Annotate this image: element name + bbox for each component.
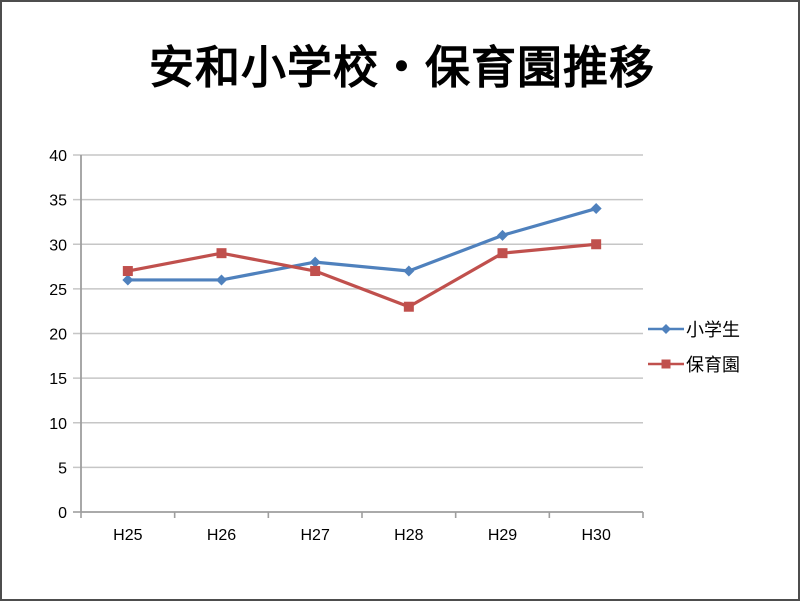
data-point-square-icon [310,266,321,277]
legend-item-elementary: 小学生 [648,316,740,342]
y-axis-label: 40 [49,148,67,165]
x-axis-label: H28 [394,527,423,544]
y-axis-label: 5 [58,460,67,477]
chart-legend: 小学生 保育園 [648,316,740,377]
x-axis-label: H29 [488,527,517,544]
x-axis-label: H25 [113,527,142,544]
data-point-square-icon [497,248,508,259]
x-axis-label: H27 [300,527,329,544]
data-point-square-icon [403,301,414,312]
legend-label: 保育園 [686,355,740,375]
series-line [127,242,597,309]
data-point-square-icon [661,359,671,369]
y-axis-label: 15 [49,371,67,388]
series-1 [122,239,602,312]
legend-label: 小学生 [686,320,740,340]
legend-line-square-icon [648,359,684,369]
y-axis-label: 20 [49,327,67,344]
x-axis-label: H26 [207,527,236,544]
y-axis-label: 30 [49,237,67,254]
legend-line-diamond-icon [648,324,684,334]
data-point-square-icon [216,248,227,259]
data-point-diamond-icon [309,256,321,268]
y-axis-label: 0 [58,505,67,522]
data-point-diamond-icon [661,324,671,334]
x-axis-label: H30 [581,527,610,544]
data-point-diamond-icon [403,265,415,277]
legend-item-nursery: 保育園 [648,351,740,377]
y-axis-label: 10 [49,416,67,433]
data-point-square-icon [591,239,602,250]
chart-title: 安和小学校・保育園推移 [148,42,655,93]
data-point-diamond-icon [590,203,602,215]
data-point-diamond-icon [122,274,134,286]
y-axis-label: 35 [49,193,67,210]
data-point-diamond-icon [216,274,227,286]
series-0 [122,203,602,286]
data-point-square-icon [122,266,133,277]
y-axis-label: 25 [49,282,67,299]
data-point-diamond-icon [497,229,508,241]
series-line [127,207,597,282]
